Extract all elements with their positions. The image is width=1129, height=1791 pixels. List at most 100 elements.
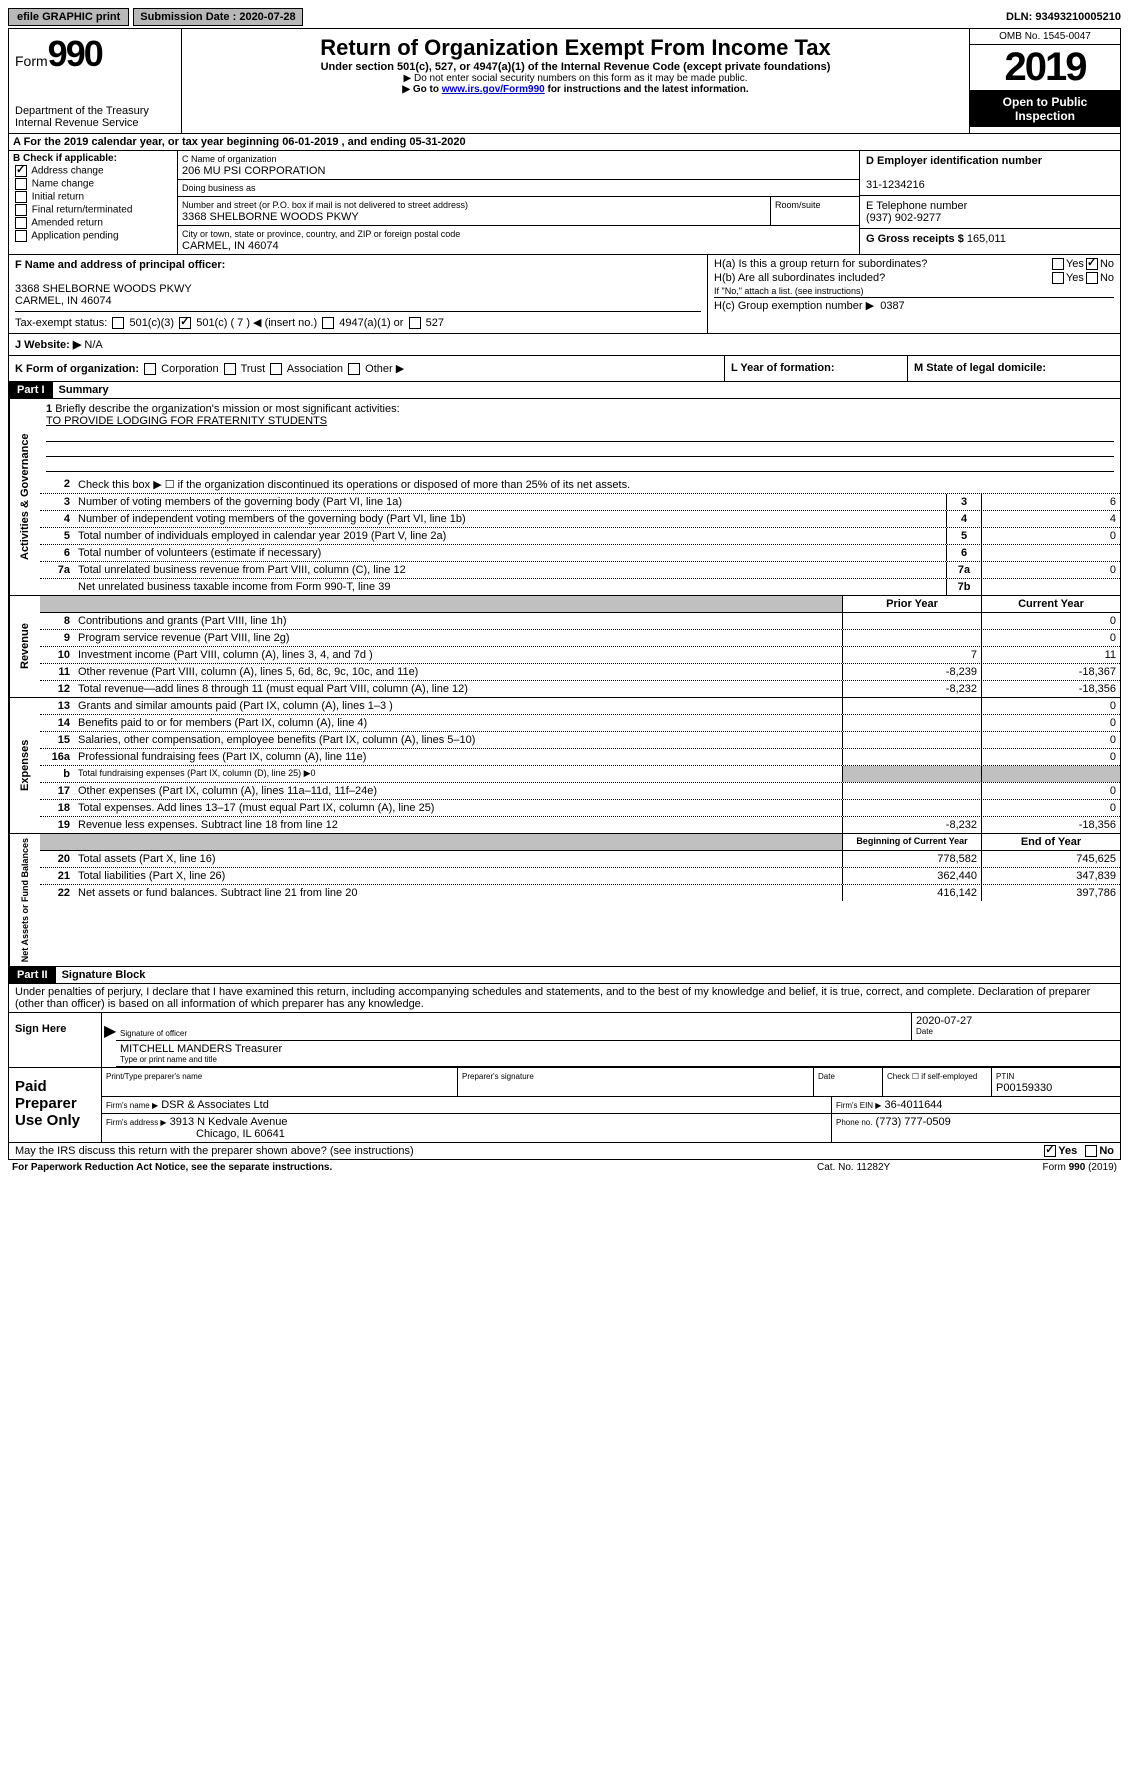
header-right: OMB No. 1545-0047 2019 Open to Public In…	[969, 29, 1120, 133]
discuss-no[interactable]	[1085, 1145, 1097, 1157]
dln: DLN: 93493210005210	[1006, 11, 1121, 23]
l-year: L Year of formation:	[725, 356, 908, 381]
part2-title: Signature Block	[56, 967, 152, 983]
paid-row-2: Firm's name ▶ DSR & Associates Ltd Firm'…	[102, 1097, 1120, 1114]
org-name-cell: C Name of organization 206 MU PSI CORPOR…	[178, 151, 859, 180]
section-bcdefg: B Check if applicable: Address change Na…	[9, 151, 1120, 255]
addr-row: Number and street (or P.O. box if mail i…	[178, 197, 859, 226]
header-center: Return of Organization Exempt From Incom…	[182, 29, 969, 133]
line-9: 9Program service revenue (Part VIII, lin…	[40, 630, 1120, 647]
cb-527[interactable]	[409, 317, 421, 329]
section-f: F Name and address of principal officer:…	[9, 255, 1120, 334]
vert-netassets: Net Assets or Fund Balances	[9, 834, 40, 966]
hb-no[interactable]	[1086, 272, 1098, 284]
form-title: Return of Organization Exempt From Incom…	[192, 35, 959, 61]
cb-address-change[interactable]: Address change	[13, 165, 173, 177]
line-5: 5Total number of individuals employed in…	[40, 528, 1120, 545]
cb-trust[interactable]	[224, 363, 236, 375]
discuss-row: May the IRS discuss this return with the…	[9, 1142, 1120, 1159]
submission-box: Submission Date : 2020-07-28	[133, 8, 302, 26]
submission-label: Submission Date :	[140, 11, 236, 23]
form-label: Form990	[15, 33, 175, 75]
paid-label: Paid Preparer Use Only	[9, 1068, 102, 1142]
sig-row-1: Signature of officer 2020-07-27 Date	[116, 1013, 1120, 1041]
vert-revenue: Revenue	[9, 596, 40, 697]
phone-cell: E Telephone number (937) 902-9277	[860, 196, 1120, 229]
sig-arrow-icon: ▶	[102, 1013, 116, 1067]
ein-cell: D Employer identification number 31-1234…	[860, 151, 1120, 196]
col-h: H(a) Is this a group return for subordin…	[708, 255, 1120, 333]
cb-501c[interactable]	[179, 317, 191, 329]
irs-link[interactable]: www.irs.gov/Form990	[442, 84, 545, 95]
part2-header-row: Part II Signature Block	[9, 967, 1120, 984]
line-7b: Net unrelated business taxable income fr…	[40, 579, 1120, 595]
sub1: Under section 501(c), 527, or 4947(a)(1)…	[192, 61, 959, 73]
part1-header-row: Part I Summary	[9, 382, 1120, 399]
line-4: 4Number of independent voting members of…	[40, 511, 1120, 528]
line-8: 8Contributions and grants (Part VIII, li…	[40, 613, 1120, 630]
vert-governance: Activities & Governance	[9, 399, 40, 595]
hb-yes[interactable]	[1052, 272, 1064, 284]
paid-preparer-section: Paid Preparer Use Only Print/Type prepar…	[9, 1067, 1120, 1142]
cb-4947[interactable]	[322, 317, 334, 329]
line-18: 18Total expenses. Add lines 13–17 (must …	[40, 800, 1120, 817]
line-14: 14Benefits paid to or for members (Part …	[40, 715, 1120, 732]
footer-right: Form 990 (2019)	[967, 1162, 1117, 1173]
line-13: 13Grants and similar amounts paid (Part …	[40, 698, 1120, 715]
ha-yes[interactable]	[1052, 258, 1064, 270]
cb-501c3[interactable]	[112, 317, 124, 329]
ha-no[interactable]	[1086, 258, 1098, 270]
cb-corp[interactable]	[144, 363, 156, 375]
top-bar: efile GRAPHIC print Submission Date : 20…	[8, 8, 1121, 26]
vert-expenses: Expenses	[9, 698, 40, 833]
line-21: 21Total liabilities (Part X, line 26) 36…	[40, 868, 1120, 885]
mission-text: TO PROVIDE LODGING FOR FRATERNITY STUDEN…	[46, 415, 327, 427]
line-22: 22Net assets or fund balances. Subtract …	[40, 885, 1120, 901]
cb-application[interactable]: Application pending	[13, 230, 173, 242]
sign-here-section: Sign Here ▶ Signature of officer 2020-07…	[9, 1012, 1120, 1067]
ha-row: H(a) Is this a group return for subordin…	[714, 257, 1114, 271]
row-klm: K Form of organization: Corporation Trus…	[9, 356, 1120, 382]
col-f: F Name and address of principal officer:…	[9, 255, 708, 333]
col-c: C Name of organization 206 MU PSI CORPOR…	[178, 151, 859, 254]
mission-block: 1 Briefly describe the organization's mi…	[40, 399, 1120, 476]
line-12: 12Total revenue—add lines 8 through 11 (…	[40, 681, 1120, 697]
cb-initial[interactable]: Initial return	[13, 191, 173, 203]
paid-row-3: Firm's address ▶ 3913 N Kedvale Avenue C…	[102, 1114, 1120, 1142]
perjury-text: Under penalties of perjury, I declare th…	[9, 984, 1120, 1012]
gross-cell: G Gross receipts $ 165,011	[860, 229, 1120, 254]
tax-status-row: Tax-exempt status: 501(c)(3) 501(c) ( 7 …	[15, 311, 701, 329]
omb: OMB No. 1545-0047	[970, 29, 1120, 45]
cb-name-change[interactable]: Name change	[13, 178, 173, 190]
cb-amended[interactable]: Amended return	[13, 217, 173, 229]
line-6: 6Total number of volunteers (estimate if…	[40, 545, 1120, 562]
rev-header-row: Prior YearCurrent Year	[40, 596, 1120, 613]
dept: Department of the Treasury Internal Reve…	[15, 105, 175, 129]
discuss-yes[interactable]	[1044, 1145, 1056, 1157]
sub3: ▶ Go to www.irs.gov/Form990 for instruct…	[192, 84, 959, 95]
efile-btn[interactable]: efile GRAPHIC print	[8, 8, 129, 26]
part1-badge: Part I	[9, 382, 53, 398]
line-11: 11Other revenue (Part VIII, column (A), …	[40, 664, 1120, 681]
dba-cell: Doing business as	[178, 180, 859, 197]
line-7a: 7aTotal unrelated business revenue from …	[40, 562, 1120, 579]
sig-row-2: MITCHELL MANDERS Treasurer Type or print…	[116, 1041, 1120, 1067]
footer-mid: Cat. No. 11282Y	[817, 1162, 967, 1173]
footer: For Paperwork Reduction Act Notice, see …	[8, 1160, 1121, 1175]
cb-assoc[interactable]	[270, 363, 282, 375]
k-form-org: K Form of organization: Corporation Trus…	[9, 356, 725, 381]
row-j-website: J Website: ▶ N/A	[9, 334, 1120, 356]
net-header-row: Beginning of Current YearEnd of Year	[40, 834, 1120, 851]
cb-final[interactable]: Final return/terminated	[13, 204, 173, 216]
hb-note: If "No," attach a list. (see instruction…	[714, 285, 1114, 297]
line-20: 20Total assets (Part X, line 16) 778,582…	[40, 851, 1120, 868]
paid-row-1: Print/Type preparer's name Preparer's si…	[102, 1068, 1120, 1097]
sub2: ▶ Do not enter social security numbers o…	[192, 73, 959, 84]
part2-badge: Part II	[9, 967, 56, 983]
sign-here-label: Sign Here	[9, 1013, 102, 1067]
cb-other[interactable]	[348, 363, 360, 375]
line-16a: 16aProfessional fundraising fees (Part I…	[40, 749, 1120, 766]
revenue-section: Revenue Prior YearCurrent Year 8Contribu…	[9, 596, 1120, 698]
governance-section: Activities & Governance 1 Briefly descri…	[9, 399, 1120, 596]
line-19: 19Revenue less expenses. Subtract line 1…	[40, 817, 1120, 833]
